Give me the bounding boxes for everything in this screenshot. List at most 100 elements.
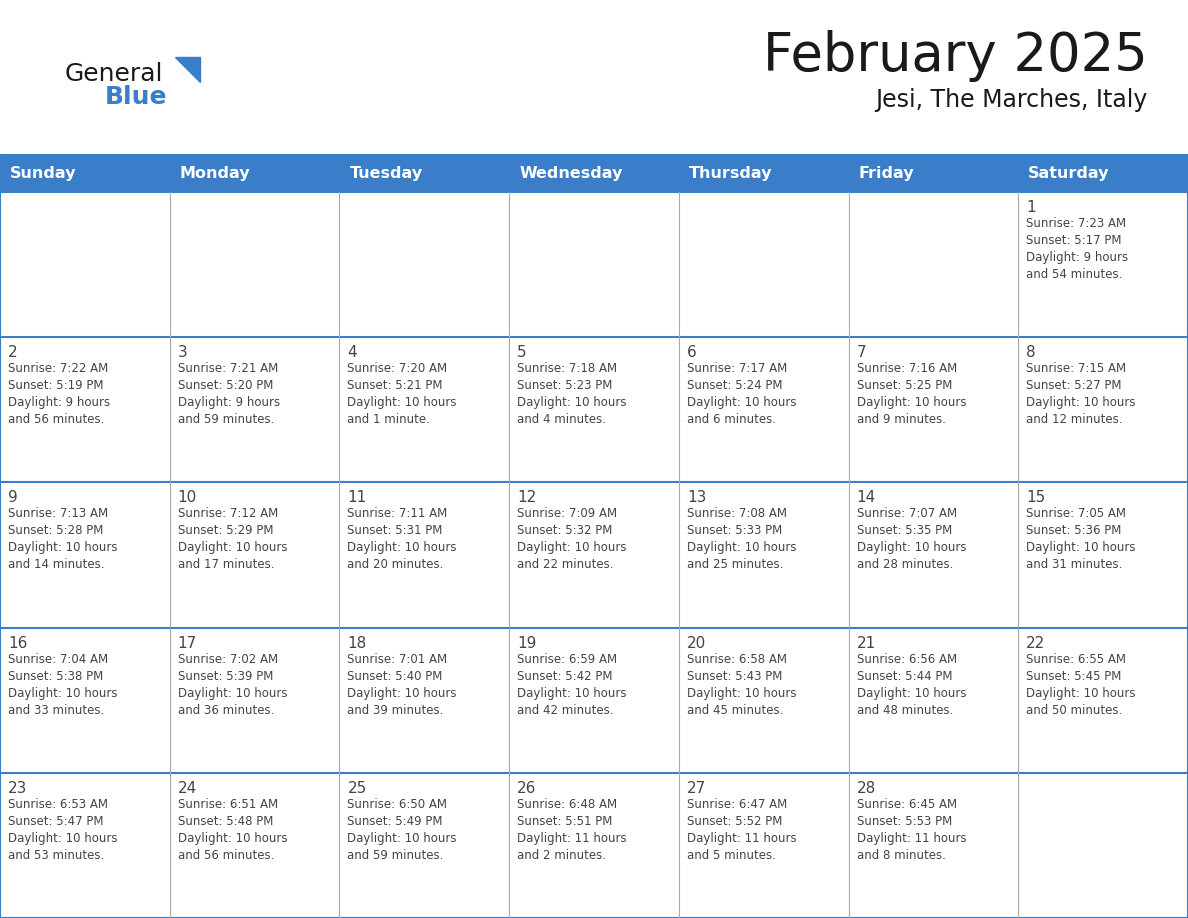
Bar [0, 192, 1188, 337]
Text: and 53 minutes.: and 53 minutes. [8, 849, 105, 862]
Text: and 50 minutes.: and 50 minutes. [1026, 703, 1123, 717]
Text: Sunset: 5:39 PM: Sunset: 5:39 PM [178, 669, 273, 683]
Text: Sunrise: 7:11 AM: Sunrise: 7:11 AM [347, 508, 448, 521]
Text: Sunset: 5:35 PM: Sunset: 5:35 PM [857, 524, 952, 537]
Text: 8: 8 [1026, 345, 1036, 360]
Text: Sunset: 5:43 PM: Sunset: 5:43 PM [687, 669, 782, 683]
Text: and 42 minutes.: and 42 minutes. [517, 703, 614, 717]
Text: Sunset: 5:47 PM: Sunset: 5:47 PM [8, 815, 103, 828]
Bar [0, 773, 1188, 918]
Text: Sunset: 5:19 PM: Sunset: 5:19 PM [8, 379, 103, 392]
Text: Sunrise: 7:21 AM: Sunrise: 7:21 AM [178, 363, 278, 375]
Text: 4: 4 [347, 345, 358, 360]
Text: Sunrise: 7:12 AM: Sunrise: 7:12 AM [178, 508, 278, 521]
Text: and 56 minutes.: and 56 minutes. [178, 849, 274, 862]
Text: Daylight: 10 hours: Daylight: 10 hours [8, 832, 118, 845]
Text: Daylight: 10 hours: Daylight: 10 hours [178, 542, 287, 554]
Text: Sunrise: 6:51 AM: Sunrise: 6:51 AM [178, 798, 278, 811]
Bar [0, 337, 1188, 482]
Text: Sunset: 5:52 PM: Sunset: 5:52 PM [687, 815, 782, 828]
Text: and 14 minutes.: and 14 minutes. [8, 558, 105, 571]
Text: 12: 12 [517, 490, 537, 506]
Text: Daylight: 10 hours: Daylight: 10 hours [347, 687, 457, 700]
Text: and 22 minutes.: and 22 minutes. [517, 558, 614, 571]
Text: Sunrise: 6:47 AM: Sunrise: 6:47 AM [687, 798, 788, 811]
Text: 19: 19 [517, 635, 537, 651]
Text: Sunrise: 7:09 AM: Sunrise: 7:09 AM [517, 508, 618, 521]
Text: Daylight: 9 hours: Daylight: 9 hours [178, 397, 280, 409]
Text: Sunrise: 7:23 AM: Sunrise: 7:23 AM [1026, 217, 1126, 230]
Text: Sunset: 5:45 PM: Sunset: 5:45 PM [1026, 669, 1121, 683]
Text: Sunset: 5:36 PM: Sunset: 5:36 PM [1026, 524, 1121, 537]
Text: Sunset: 5:17 PM: Sunset: 5:17 PM [1026, 234, 1121, 247]
Text: Daylight: 10 hours: Daylight: 10 hours [1026, 687, 1136, 700]
Text: Daylight: 11 hours: Daylight: 11 hours [687, 832, 796, 845]
Text: Sunrise: 6:55 AM: Sunrise: 6:55 AM [1026, 653, 1126, 666]
Bar [0, 155, 1188, 192]
Text: Sunday: Sunday [10, 166, 76, 181]
Text: 13: 13 [687, 490, 706, 506]
Text: Daylight: 10 hours: Daylight: 10 hours [347, 832, 457, 845]
Text: and 59 minutes.: and 59 minutes. [347, 849, 444, 862]
Text: Daylight: 11 hours: Daylight: 11 hours [857, 832, 966, 845]
Text: Sunset: 5:23 PM: Sunset: 5:23 PM [517, 379, 613, 392]
Text: 11: 11 [347, 490, 367, 506]
Polygon shape [175, 57, 200, 82]
Text: Sunrise: 7:01 AM: Sunrise: 7:01 AM [347, 653, 448, 666]
Text: Sunrise: 7:04 AM: Sunrise: 7:04 AM [8, 653, 108, 666]
Text: Sunrise: 7:02 AM: Sunrise: 7:02 AM [178, 653, 278, 666]
Text: Daylight: 10 hours: Daylight: 10 hours [517, 397, 626, 409]
Text: and 59 minutes.: and 59 minutes. [178, 413, 274, 426]
Text: and 2 minutes.: and 2 minutes. [517, 849, 606, 862]
Text: Sunrise: 7:13 AM: Sunrise: 7:13 AM [8, 508, 108, 521]
Text: Sunset: 5:33 PM: Sunset: 5:33 PM [687, 524, 782, 537]
Text: and 25 minutes.: and 25 minutes. [687, 558, 783, 571]
Text: Sunset: 5:20 PM: Sunset: 5:20 PM [178, 379, 273, 392]
Text: 25: 25 [347, 781, 367, 796]
Text: Daylight: 10 hours: Daylight: 10 hours [8, 687, 118, 700]
Text: Sunset: 5:51 PM: Sunset: 5:51 PM [517, 815, 613, 828]
Text: Daylight: 10 hours: Daylight: 10 hours [347, 397, 457, 409]
Text: and 9 minutes.: and 9 minutes. [857, 413, 946, 426]
Text: and 31 minutes.: and 31 minutes. [1026, 558, 1123, 571]
Text: Daylight: 10 hours: Daylight: 10 hours [857, 687, 966, 700]
Text: Daylight: 10 hours: Daylight: 10 hours [857, 397, 966, 409]
Text: 22: 22 [1026, 635, 1045, 651]
Text: 27: 27 [687, 781, 706, 796]
Text: Sunrise: 7:16 AM: Sunrise: 7:16 AM [857, 363, 956, 375]
Text: 26: 26 [517, 781, 537, 796]
Text: Saturday: Saturday [1029, 166, 1110, 181]
Text: and 36 minutes.: and 36 minutes. [178, 703, 274, 717]
Text: Daylight: 10 hours: Daylight: 10 hours [687, 687, 796, 700]
Text: Sunrise: 6:59 AM: Sunrise: 6:59 AM [517, 653, 618, 666]
Text: 16: 16 [8, 635, 27, 651]
Text: Sunset: 5:29 PM: Sunset: 5:29 PM [178, 524, 273, 537]
Text: February 2025: February 2025 [763, 30, 1148, 82]
Text: Sunset: 5:27 PM: Sunset: 5:27 PM [1026, 379, 1121, 392]
Text: and 56 minutes.: and 56 minutes. [8, 413, 105, 426]
Text: 9: 9 [8, 490, 18, 506]
Text: Sunset: 5:44 PM: Sunset: 5:44 PM [857, 669, 952, 683]
Text: Sunset: 5:42 PM: Sunset: 5:42 PM [517, 669, 613, 683]
Text: and 1 minute.: and 1 minute. [347, 413, 430, 426]
Text: and 12 minutes.: and 12 minutes. [1026, 413, 1123, 426]
Text: 24: 24 [178, 781, 197, 796]
Text: Sunrise: 7:20 AM: Sunrise: 7:20 AM [347, 363, 448, 375]
Text: Sunset: 5:32 PM: Sunset: 5:32 PM [517, 524, 613, 537]
Text: Daylight: 9 hours: Daylight: 9 hours [8, 397, 110, 409]
Text: Daylight: 10 hours: Daylight: 10 hours [178, 832, 287, 845]
Text: Tuesday: Tuesday [349, 166, 423, 181]
Text: Friday: Friday [859, 166, 915, 181]
Text: 1: 1 [1026, 200, 1036, 215]
Text: Sunset: 5:48 PM: Sunset: 5:48 PM [178, 815, 273, 828]
Text: and 54 minutes.: and 54 minutes. [1026, 268, 1123, 281]
Text: Sunrise: 6:53 AM: Sunrise: 6:53 AM [8, 798, 108, 811]
Text: Daylight: 10 hours: Daylight: 10 hours [178, 687, 287, 700]
Text: Sunset: 5:40 PM: Sunset: 5:40 PM [347, 669, 443, 683]
Text: Sunrise: 7:22 AM: Sunrise: 7:22 AM [8, 363, 108, 375]
Text: Sunset: 5:53 PM: Sunset: 5:53 PM [857, 815, 952, 828]
Text: Sunset: 5:25 PM: Sunset: 5:25 PM [857, 379, 952, 392]
Text: Daylight: 10 hours: Daylight: 10 hours [517, 687, 626, 700]
Text: Sunset: 5:49 PM: Sunset: 5:49 PM [347, 815, 443, 828]
Text: and 6 minutes.: and 6 minutes. [687, 413, 776, 426]
